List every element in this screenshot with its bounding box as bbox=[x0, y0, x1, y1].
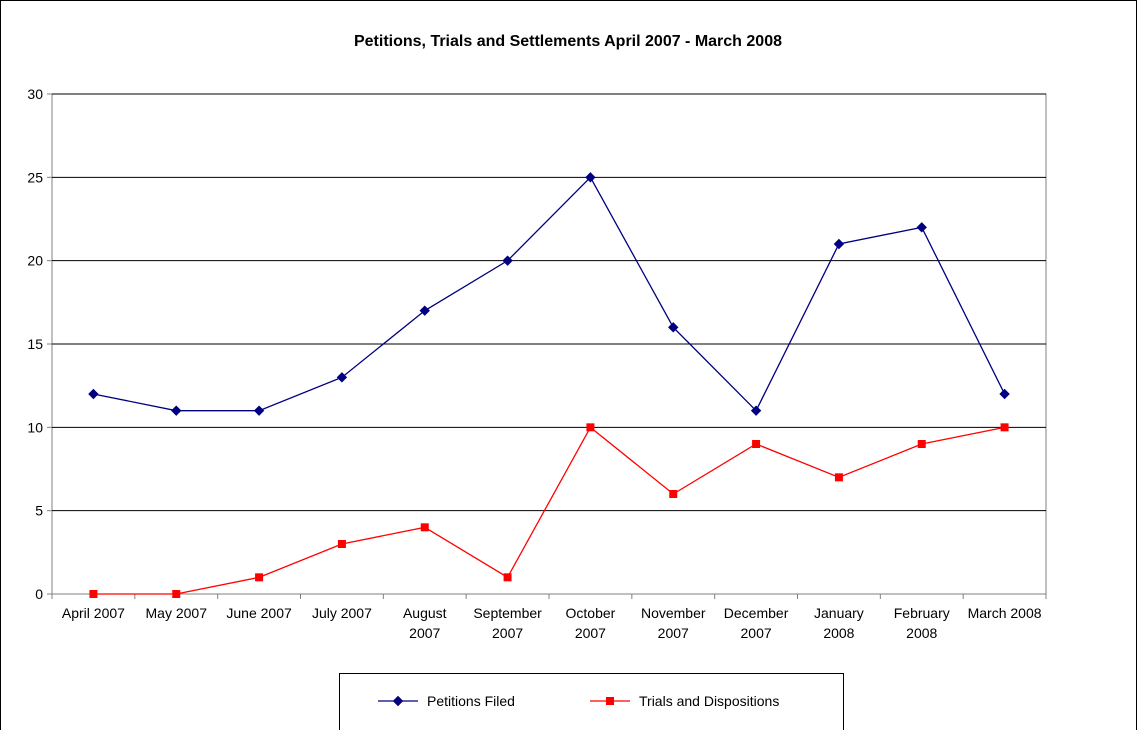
data-point bbox=[171, 405, 182, 416]
data-point bbox=[585, 172, 596, 183]
gridlines bbox=[52, 93, 1046, 512]
x-tick-label: April 2007 bbox=[62, 605, 125, 621]
chart-title: Petitions, Trials and Settlements April … bbox=[354, 33, 782, 50]
y-tick-label: 15 bbox=[27, 336, 43, 352]
data-point bbox=[752, 440, 761, 448]
x-tick-label: November 2007 bbox=[641, 605, 706, 641]
legend-entry: Petitions Filed bbox=[378, 693, 515, 709]
data-point bbox=[750, 405, 762, 416]
y-tick-label: 20 bbox=[27, 253, 43, 269]
y-tick-label: 5 bbox=[35, 503, 43, 519]
x-tick-label: September 2007 bbox=[473, 605, 542, 641]
data-point bbox=[668, 322, 679, 333]
x-tick-label: June 2007 bbox=[226, 605, 292, 621]
data-point bbox=[669, 490, 678, 498]
axes: 0 5 10 15 20 25 30 April 2007 May 2007 June 2007 J… bbox=[27, 86, 1047, 641]
series-layer bbox=[88, 172, 1010, 598]
y-tick-label: 25 bbox=[27, 169, 43, 185]
series-line bbox=[93, 426, 1005, 595]
legend-marker bbox=[606, 697, 614, 705]
data-point bbox=[999, 388, 1010, 400]
x-tick-label: July 2007 bbox=[312, 605, 372, 621]
x-tick-label: October 2007 bbox=[566, 605, 616, 641]
series-1 bbox=[88, 172, 1010, 416]
data-point bbox=[419, 305, 430, 316]
x-tick-label: August 2007 bbox=[403, 605, 447, 641]
series-2 bbox=[89, 423, 1009, 598]
legend-marker bbox=[392, 695, 404, 707]
legend-label: Petitions Filed bbox=[427, 693, 515, 709]
data-point bbox=[255, 573, 264, 582]
data-point bbox=[89, 590, 98, 598]
y-tick-label: 0 bbox=[35, 586, 43, 602]
data-point bbox=[88, 388, 99, 400]
x-tick-label: December 2007 bbox=[724, 605, 789, 641]
data-point bbox=[586, 423, 595, 432]
data-point bbox=[172, 590, 181, 598]
data-point bbox=[833, 238, 845, 250]
legend-entry: Trials and Dispositions bbox=[590, 693, 779, 709]
x-tick-label: March 2008 bbox=[968, 605, 1042, 621]
x-tick-label: January 2008 bbox=[814, 605, 864, 641]
legend-box bbox=[339, 673, 844, 735]
data-point bbox=[420, 523, 429, 532]
data-point bbox=[502, 255, 513, 266]
data-point bbox=[503, 573, 512, 582]
data-point bbox=[337, 540, 346, 548]
x-tick-label: February 2008 bbox=[894, 605, 950, 641]
legend: Petitions Filed Trials and Dispositions bbox=[378, 693, 779, 709]
data-point bbox=[917, 440, 926, 448]
data-point bbox=[834, 473, 843, 482]
x-tick-label: May 2007 bbox=[146, 605, 208, 621]
data-point bbox=[336, 372, 348, 383]
legend-label: Trials and Dispositions bbox=[639, 693, 779, 709]
y-tick-label: 10 bbox=[27, 419, 43, 435]
data-point bbox=[916, 222, 927, 233]
data-point bbox=[253, 405, 265, 416]
data-point bbox=[1000, 423, 1009, 432]
y-tick-label: 30 bbox=[27, 86, 43, 102]
series-line bbox=[93, 176, 1006, 412]
